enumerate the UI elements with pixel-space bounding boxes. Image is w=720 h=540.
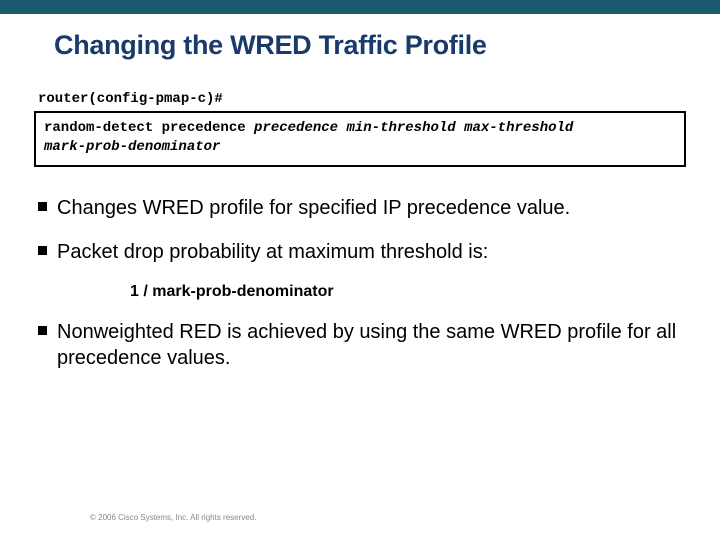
command-syntax-box: random-detect precedence precedence min-… xyxy=(34,111,686,167)
bullet-item: Changes WRED profile for specified IP pr… xyxy=(38,195,680,221)
code-param-2: mark-prob-denominator xyxy=(44,139,220,155)
bullet-item: Packet drop probability at maximum thres… xyxy=(38,239,680,265)
copyright-footer: © 2006 Cisco Systems, Inc. All rights re… xyxy=(90,513,256,522)
bullet-list: Changes WRED profile for specified IP pr… xyxy=(38,195,680,371)
code-param-1: precedence min-threshold max-threshold xyxy=(254,120,573,136)
bullet-text: Changes WRED profile for specified IP pr… xyxy=(57,195,570,221)
bullet-text: Packet drop probability at maximum thres… xyxy=(57,239,488,265)
bullet-item: Nonweighted RED is achieved by using the… xyxy=(38,319,680,371)
bullet-marker xyxy=(38,246,47,255)
bullet-text: Nonweighted RED is achieved by using the… xyxy=(57,319,680,371)
top-accent-bar xyxy=(0,0,720,14)
code-keyword: random-detect precedence xyxy=(44,120,254,136)
cli-prompt: router(config-pmap-c)# xyxy=(38,91,720,107)
bullet-marker xyxy=(38,202,47,211)
bullet-marker xyxy=(38,326,47,335)
sub-bullet-text: 1 / mark-prob-denominator xyxy=(130,283,680,301)
slide-title: Changing the WRED Traffic Profile xyxy=(0,14,720,61)
